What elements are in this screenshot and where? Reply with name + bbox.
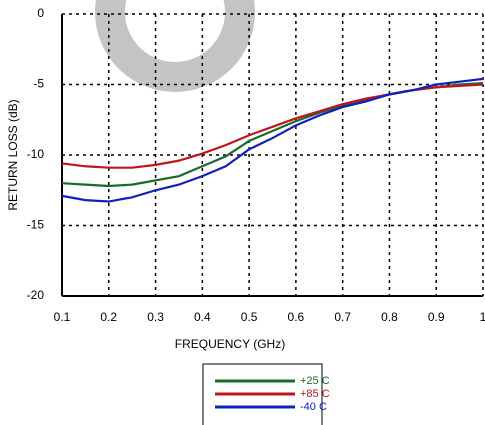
x-tick-label: 0.6 — [288, 310, 305, 324]
x-tick-label: 0.7 — [334, 310, 351, 324]
x-tick-label: 0.9 — [428, 310, 445, 324]
x-axis-title: FREQUENCY (GHz) — [175, 337, 285, 351]
y-tick-label: -5 — [33, 77, 44, 91]
series-line — [61, 77, 484, 203]
x-tick-label: 1 — [480, 310, 485, 324]
legend-label: +85 C — [300, 388, 330, 400]
y-tick-label: -10 — [27, 147, 45, 161]
x-tick-label: 0.1 — [54, 310, 71, 324]
x-tick-label: 0.3 — [147, 310, 164, 324]
y-tick-label: -20 — [27, 288, 45, 302]
y-tick-label: 0 — [37, 6, 44, 20]
x-tick-label: 0.4 — [194, 310, 211, 324]
y-tick-label: -15 — [27, 218, 45, 232]
legend-label: +25 C — [300, 375, 330, 387]
x-tick-label: 0.5 — [241, 310, 258, 324]
series-line — [61, 81, 484, 188]
watermark — [95, 0, 255, 92]
legend-label: -40 C — [300, 401, 327, 413]
x-tick-label: 0.8 — [381, 310, 398, 324]
y-axis-title: RETURN LOSS (dB) — [6, 99, 20, 210]
x-tick-label: 0.2 — [100, 310, 117, 324]
